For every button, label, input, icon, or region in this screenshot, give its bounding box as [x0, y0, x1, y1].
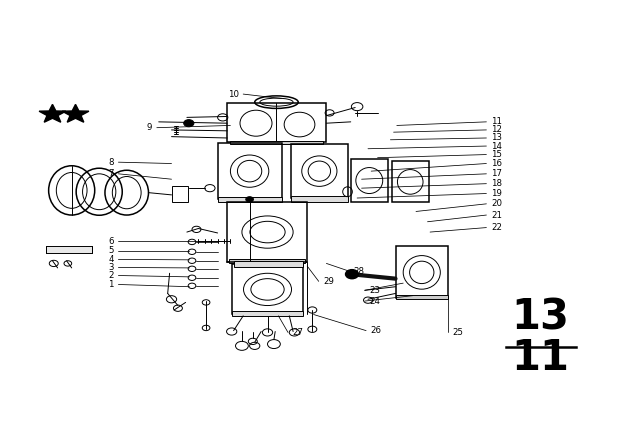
Bar [232, 264, 303, 314]
Text: 3: 3 [108, 263, 114, 272]
Text: 25: 25 [452, 328, 463, 337]
Bar [392, 161, 429, 202]
Bar [291, 196, 348, 202]
Bar [396, 295, 448, 299]
Text: 8: 8 [108, 158, 114, 167]
Text: 4: 4 [108, 255, 114, 264]
Text: 29: 29 [323, 277, 334, 286]
Text: 19: 19 [491, 189, 502, 198]
Text: 28: 28 [353, 267, 364, 276]
Polygon shape [39, 104, 66, 122]
Text: 7: 7 [108, 169, 114, 178]
Text: 13: 13 [491, 134, 502, 142]
Text: 23: 23 [369, 286, 380, 295]
Text: 27: 27 [292, 328, 303, 337]
Text: 15: 15 [491, 150, 502, 159]
Text: 11: 11 [512, 336, 570, 379]
Polygon shape [62, 104, 89, 122]
Bar [218, 197, 282, 202]
Text: 13: 13 [512, 296, 570, 338]
Circle shape [246, 197, 253, 202]
Bar [172, 186, 188, 202]
Text: 5: 5 [108, 246, 114, 255]
Bar [351, 159, 388, 202]
Bar [234, 261, 303, 267]
Text: 20: 20 [491, 199, 502, 208]
Circle shape [184, 120, 194, 127]
Bar [291, 144, 348, 198]
Bar [227, 103, 326, 142]
Text: 26: 26 [371, 326, 381, 335]
Text: 10: 10 [228, 90, 239, 99]
Text: 17: 17 [491, 169, 502, 178]
Text: 22: 22 [491, 223, 502, 232]
Bar [232, 311, 303, 316]
Text: 6: 6 [108, 237, 114, 246]
Bar [230, 141, 323, 144]
Text: 2: 2 [108, 271, 114, 280]
Text: 24: 24 [369, 297, 380, 306]
Bar [218, 143, 282, 199]
Text: 14: 14 [491, 142, 502, 151]
Bar [46, 246, 92, 253]
Text: 21: 21 [491, 211, 502, 220]
Text: 9: 9 [147, 123, 152, 132]
Text: 1: 1 [108, 280, 114, 289]
Bar [396, 246, 448, 298]
Text: 12: 12 [491, 125, 502, 134]
Bar [229, 259, 305, 263]
Text: 11: 11 [491, 117, 502, 126]
Bar [227, 202, 307, 262]
Text: 18: 18 [491, 179, 502, 188]
Text: 16: 16 [491, 159, 502, 168]
Circle shape [346, 270, 358, 279]
